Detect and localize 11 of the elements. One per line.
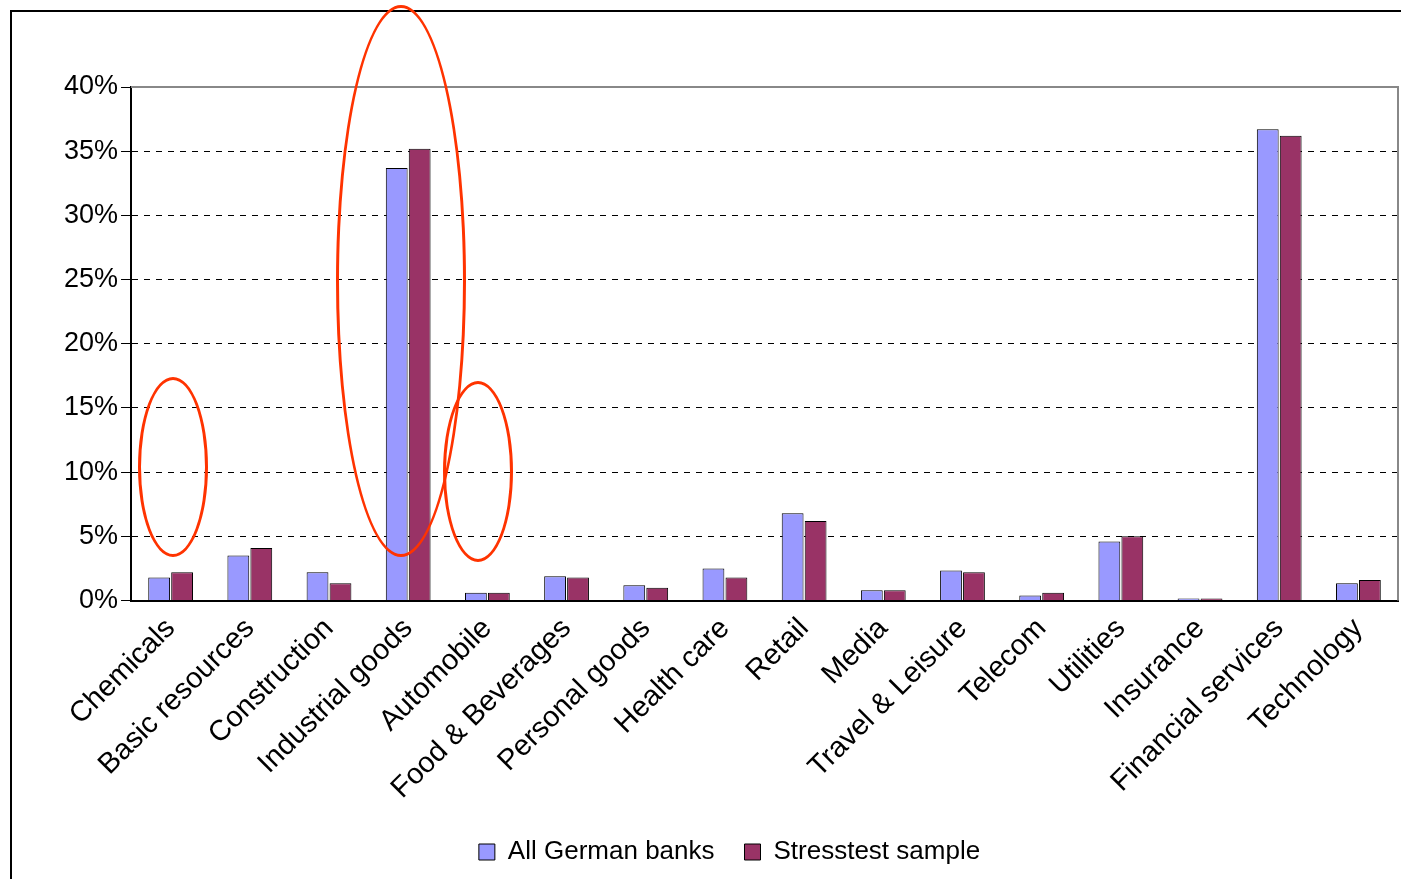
y-tick-label: 5% bbox=[79, 519, 119, 550]
y-tick-label: 0% bbox=[79, 584, 119, 614]
y-tick-label: 15% bbox=[63, 391, 119, 422]
y-tick-label: 25% bbox=[63, 263, 119, 294]
legend-label: Stresstest sample bbox=[773, 835, 981, 866]
y-tick-label: 10% bbox=[63, 455, 119, 486]
y-tick-label: 30% bbox=[63, 198, 119, 229]
legend-label: All German banks bbox=[507, 835, 715, 866]
y-tick-label: 40% bbox=[63, 70, 119, 101]
y-tick-label: 35% bbox=[63, 134, 119, 165]
y-tick-label: 20% bbox=[63, 327, 119, 358]
